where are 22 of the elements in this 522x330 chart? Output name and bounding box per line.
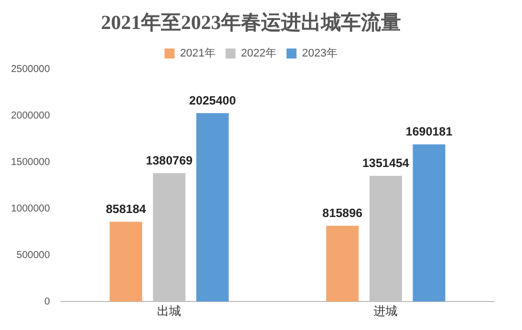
y-tick-label: 1000000	[10, 203, 50, 214]
legend-label: 2022年	[241, 48, 276, 60]
data-label: 1380769	[146, 153, 193, 168]
x-tick-label: 进城	[374, 304, 398, 318]
data-label: 1690181	[406, 124, 453, 139]
y-tick-label: 1500000	[10, 156, 50, 168]
legend-label: 2021年	[180, 48, 216, 60]
bar	[412, 144, 446, 302]
chart-title: 2021年至2023年春运进出城车流量	[101, 11, 401, 34]
bar	[196, 113, 229, 302]
y-tick-label: 2000000	[10, 110, 50, 122]
y-tick-label: 2500000	[10, 64, 50, 75]
y-tick-label: 0	[44, 296, 50, 308]
y-tick-label: 500000	[16, 250, 50, 261]
x-tick-label: 出城	[157, 304, 182, 318]
bar	[326, 226, 359, 302]
bar	[110, 222, 142, 302]
data-label: 815896	[322, 206, 363, 220]
data-label: 2025400	[189, 93, 236, 108]
data-label: 858184	[106, 202, 146, 216]
legend-label: 2023年	[302, 48, 338, 60]
data-label: 1351454	[362, 156, 410, 170]
